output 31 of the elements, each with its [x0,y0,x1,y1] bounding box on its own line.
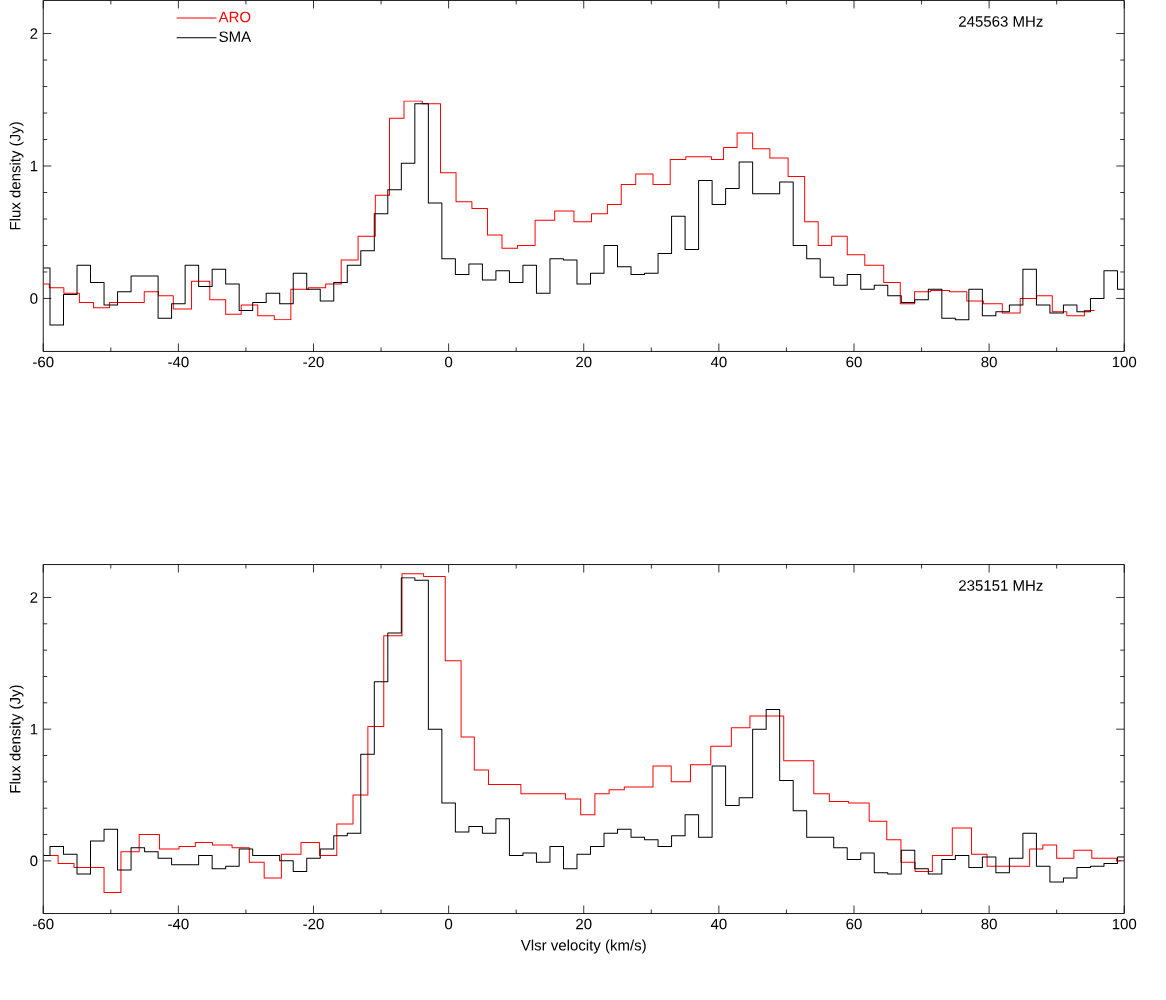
x-tick-label: -60 [33,918,54,930]
x-tick-label: -60 [33,356,54,368]
legend-label: ARO [218,11,251,23]
x-tick-label: -20 [303,356,324,368]
x-tick-label: 100 [1112,356,1137,368]
x-tick-label: 60 [846,356,862,368]
y-tick-label: 0 [30,855,38,866]
x-tick-label: 60 [846,918,862,930]
y-tick-label: 2 [30,591,38,603]
x-tick-label: -20 [303,918,324,930]
x-tick-label: 100 [1112,918,1137,930]
y-tick-label: 1 [30,723,38,735]
y-tick-label: 2 [30,28,38,39]
x-tick-label: 20 [576,918,592,930]
x-tick-label: -40 [168,356,189,368]
x-tick-label: 80 [981,356,997,368]
y-axis-title: Flux density (Jy) [9,685,24,793]
y-tick-label: 1 [30,160,38,171]
x-tick-label: 80 [981,918,997,930]
annotation: 235151 MHz [959,579,1043,591]
annotation: 245563 MHz [959,15,1043,27]
x-tick-label: -40 [168,918,189,930]
x-tick-label: 0 [445,356,453,368]
x-tick-label: 40 [710,356,727,368]
x-tick-label: 20 [576,356,592,368]
y-tick-label: 0 [30,292,38,304]
x-axis-title: Vlsr velocity (km/s) [520,939,646,954]
y-axis-title: Flux density (Jy) [9,122,24,230]
legend-label: SMA [219,31,252,42]
x-tick-label: 0 [445,918,453,930]
x-tick-label: 40 [710,918,727,930]
